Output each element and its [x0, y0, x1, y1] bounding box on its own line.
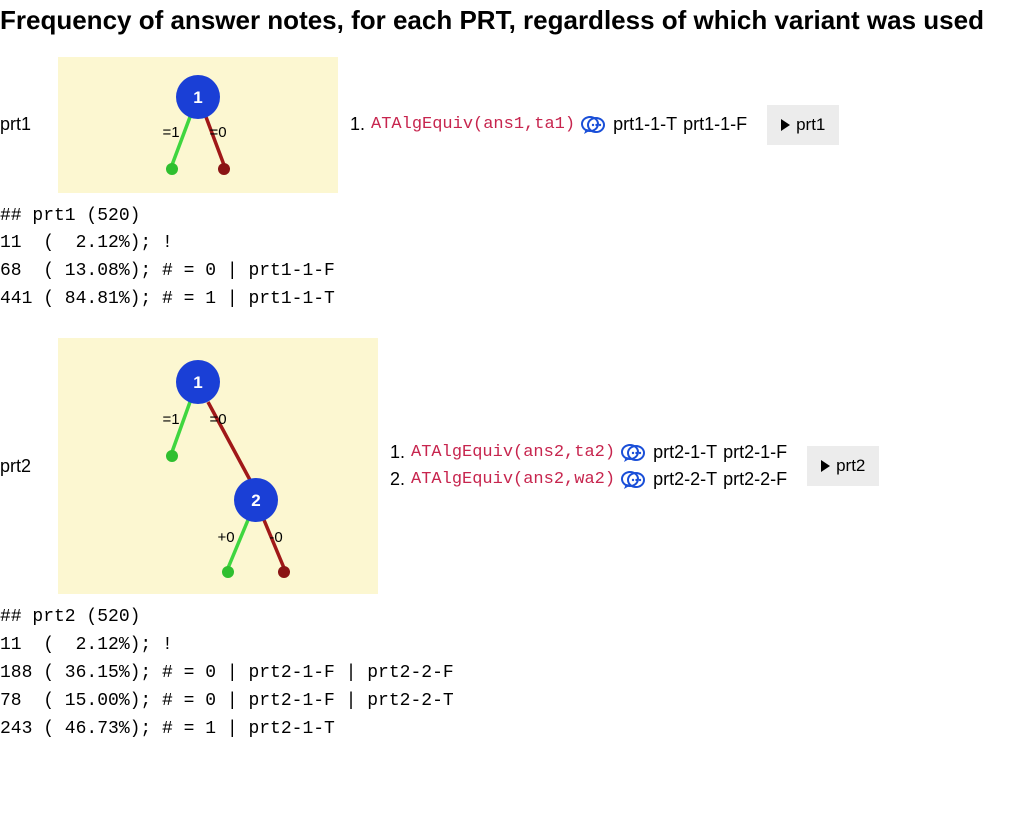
tree-leaf-true	[222, 566, 234, 578]
prt-label: prt1	[0, 114, 46, 135]
outcome-true-label: prt2-1-T	[653, 442, 717, 463]
prt-stats: ## prt2 (520) 11 ( 2.12%); ! 188 ( 36.15…	[0, 604, 1024, 743]
tree-node-label: 1	[193, 373, 202, 392]
tree-leaf-false	[278, 566, 290, 578]
edge-label: +0	[217, 529, 234, 546]
feedback-icon[interactable]	[621, 443, 645, 463]
outcome-false-label: prt2-1-F	[723, 442, 787, 463]
answer-test-code: ATAlgEquiv(ans2,ta2)	[411, 443, 615, 462]
edge-label: -0	[269, 529, 282, 546]
expand-prt-button[interactable]: prt2	[807, 446, 879, 486]
triangle-right-icon	[781, 119, 790, 131]
page-title: Frequency of answer notes, for each PRT,…	[0, 4, 1024, 37]
outcome-true-label: prt2-2-T	[653, 469, 717, 490]
test-number: 1.	[390, 442, 405, 463]
prt-tree: =1 =0 1	[58, 57, 338, 193]
test-number: 2.	[390, 469, 405, 490]
tree-node-label: 1	[193, 88, 202, 107]
answer-test-line: 1. ATAlgEquiv(ans2,ta2) prt2-1-T prt2-1-F	[390, 442, 787, 463]
prt-row: prt1 =1 =0 1 1. ATAlgEquiv(ans1,ta1) prt1-1-T…	[0, 57, 1024, 193]
outcome-true-label: prt1-1-T	[613, 114, 677, 135]
answer-test-line: 1. ATAlgEquiv(ans1,ta1) prt1-1-T prt1-1-F	[350, 114, 747, 135]
tree-leaf-true	[166, 450, 178, 462]
prt-row: prt2 =1 =0 +0 -0 1 2 1. ATAlgEquiv(ans2,ta2) prt…	[0, 338, 1024, 594]
expand-prt-button[interactable]: prt1	[767, 105, 839, 145]
prt-tests: 1. ATAlgEquiv(ans1,ta1) prt1-1-T prt1-1-F	[350, 114, 747, 135]
tree-leaf-true	[166, 163, 178, 175]
prt-stats: ## prt1 (520) 11 ( 2.12%); ! 68 ( 13.08%…	[0, 203, 1024, 315]
triangle-right-icon	[821, 460, 830, 472]
prt-block-prt2: prt2 =1 =0 +0 -0 1 2 1. ATAlgEquiv(ans2,ta2) prt…	[0, 338, 1024, 743]
outcome-false-label: prt1-1-F	[683, 114, 747, 135]
outcome-false-label: prt2-2-F	[723, 469, 787, 490]
edge-label: =0	[209, 124, 226, 141]
edge-label: =1	[162, 411, 179, 428]
prt-tests: 1. ATAlgEquiv(ans2,ta2) prt2-1-T prt2-1-F 2…	[390, 442, 787, 490]
edge-label: =0	[209, 411, 226, 428]
expand-label: prt1	[796, 115, 825, 135]
feedback-icon[interactable]	[581, 115, 605, 135]
prt-label: prt2	[0, 456, 46, 477]
tree-node-label: 2	[251, 491, 260, 510]
tree-leaf-false	[218, 163, 230, 175]
expand-label: prt2	[836, 456, 865, 476]
edge-label: =1	[162, 124, 179, 141]
prt-tree: =1 =0 +0 -0 1 2	[58, 338, 378, 594]
answer-test-code: ATAlgEquiv(ans1,ta1)	[371, 115, 575, 134]
feedback-icon[interactable]	[621, 470, 645, 490]
answer-test-line: 2. ATAlgEquiv(ans2,wa2) prt2-2-T prt2-2-F	[390, 469, 787, 490]
answer-test-code: ATAlgEquiv(ans2,wa2)	[411, 470, 615, 489]
test-number: 1.	[350, 114, 365, 135]
prt-block-prt1: prt1 =1 =0 1 1. ATAlgEquiv(ans1,ta1) prt1-1-T…	[0, 57, 1024, 315]
